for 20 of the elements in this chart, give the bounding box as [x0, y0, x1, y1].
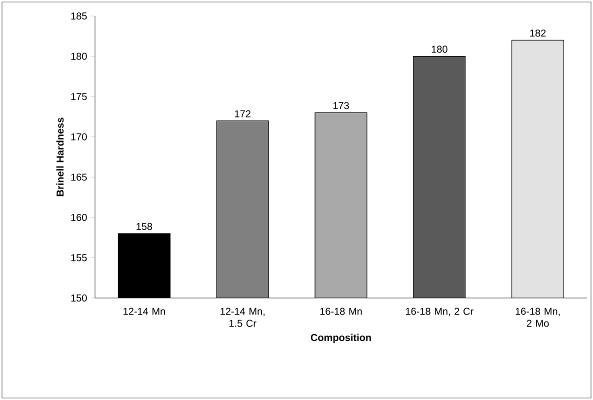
y-tick-label: 175	[71, 93, 87, 100]
data-label: 182	[530, 30, 546, 37]
data-label: 158	[136, 222, 152, 230]
x-tick-label: 16-18 Mn, 2 Cr	[406, 308, 474, 316]
x-tick-label: 12-14 Mn, 1.5 Cr	[220, 308, 264, 327]
y-tick-label: 165	[71, 174, 87, 181]
x-tick-label: 12-14 Mn	[124, 308, 165, 315]
x-axis-title: Composition	[310, 334, 371, 344]
y-tick-label: 170	[71, 133, 87, 140]
x-tick-label: 16-18 Mn	[320, 308, 362, 315]
y-axis-title: Brinell Hardness	[56, 118, 64, 196]
y-tick-label: 185	[71, 12, 87, 20]
y-tick-label: 150	[71, 294, 87, 302]
data-label: 173	[333, 102, 349, 110]
y-tick-label: 155	[71, 254, 87, 262]
data-label: 172	[235, 110, 250, 118]
x-tick-label: 16-18 Mn, 2 Mo	[516, 308, 560, 327]
y-tick-label: 160	[71, 214, 87, 221]
data-label: 180	[432, 46, 448, 53]
y-tick-label: 180	[71, 52, 87, 60]
